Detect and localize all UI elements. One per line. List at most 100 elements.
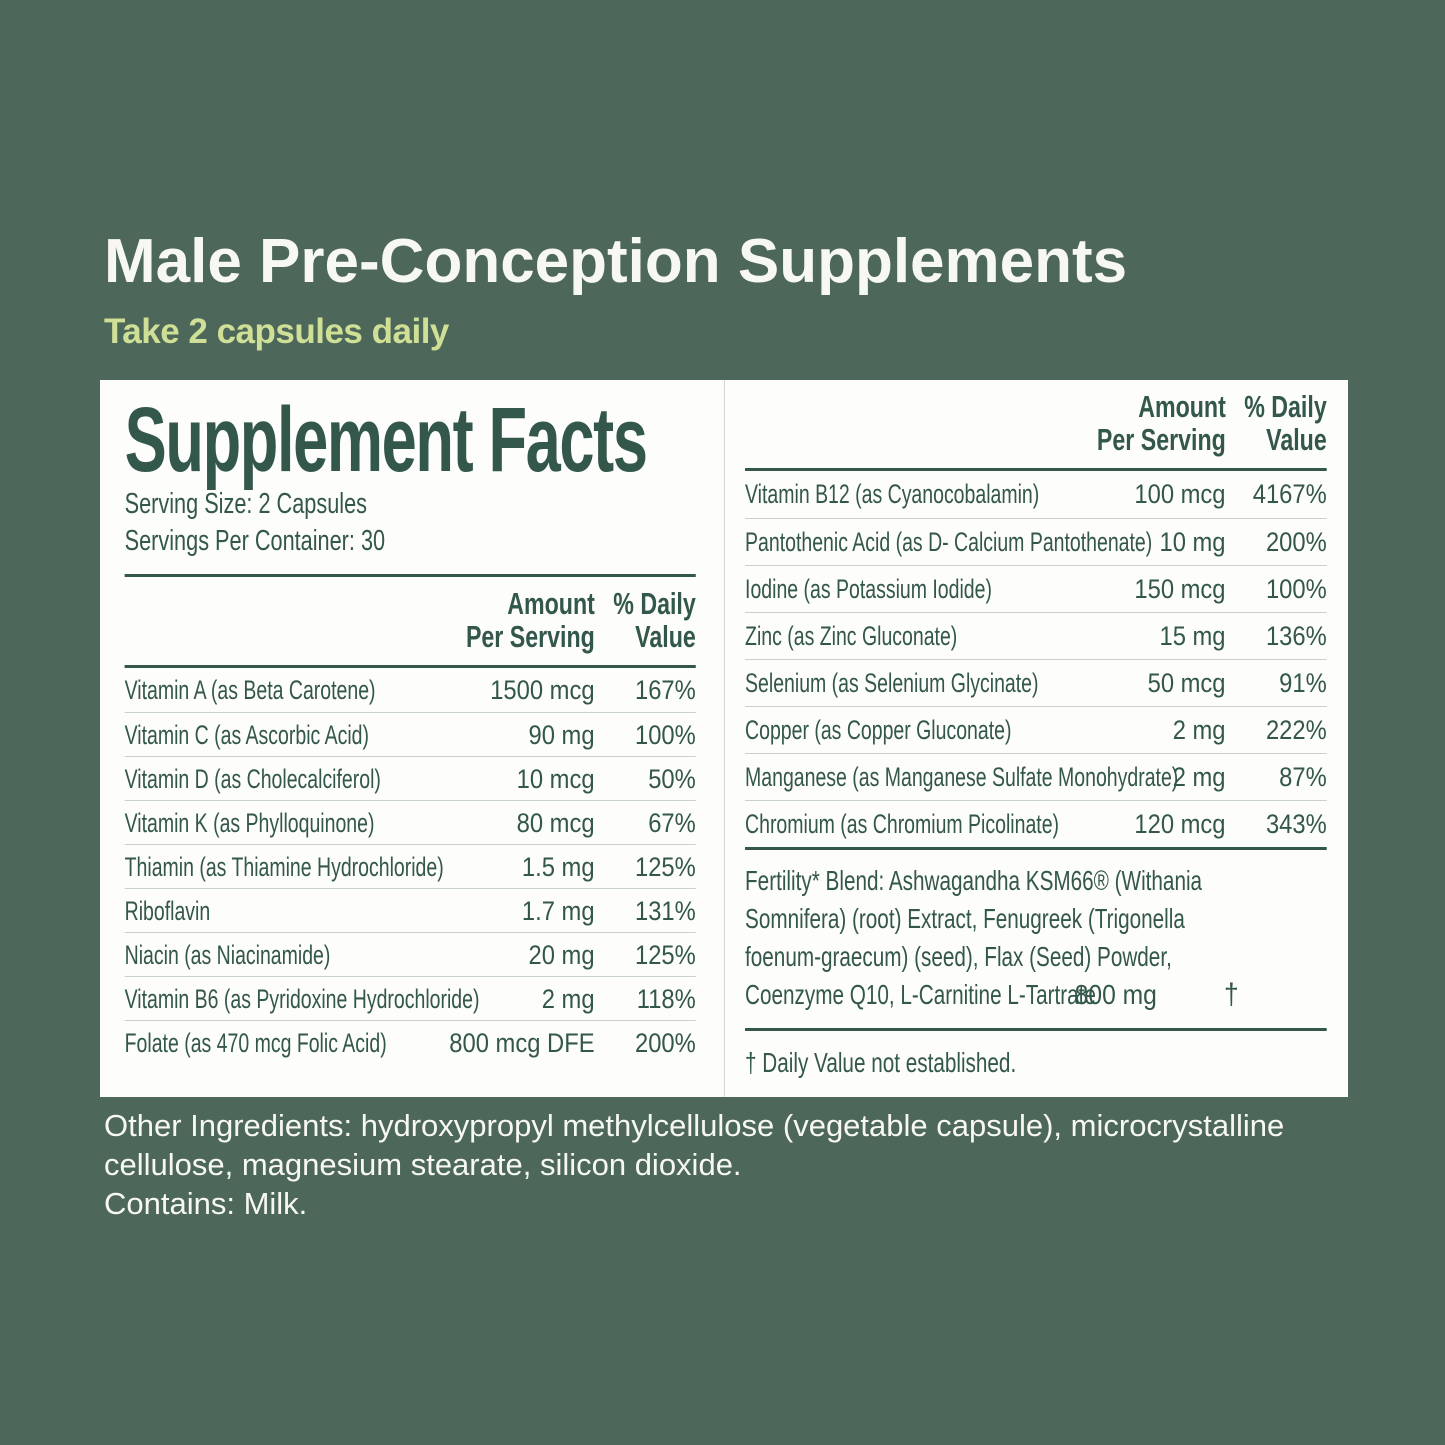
table-row: Vitamin B6 (as Pyridoxine Hydrochloride)… [124,976,696,1020]
contains-statement: Contains: Milk. [104,1186,308,1221]
nutrient-amount: 1.7 mg [521,896,595,926]
other-ingredients-line: Other Ingredients: hydroxypropyl methylc… [104,1108,1285,1143]
nutrient-dv: 100% [634,720,696,750]
nutrient-dv: 136% [1265,621,1327,651]
nutrient-name: Vitamin K (as Phylloquinone) [124,808,375,838]
nutrient-dv: 200% [634,1028,696,1058]
table-row: Folate (as 470 mcg Folic Acid) 800 mcg D… [124,1020,696,1064]
nutrient-amount: 1.5 mg [521,852,595,882]
table-row: Vitamin K (as Phylloquinone) 80 mcg 67% [124,800,696,844]
divider-rule [745,468,1327,471]
nutrient-amount: 2 mg [1172,762,1226,792]
dagger-symbol: † [1224,978,1239,1011]
nutrient-dv: 125% [634,852,696,882]
nutrient-name: Vitamin C (as Ascorbic Acid) [124,720,369,750]
divider-rule [124,574,696,577]
nutrient-dv: 91% [1279,668,1327,698]
nutrient-name: Manganese (as Manganese Sulfate Monohydr… [745,762,1179,792]
nutrient-amount: 1500 mcg [490,675,595,705]
facts-column-right: Amount Per Serving % Daily Value Vitamin… [745,380,1327,1097]
blend-text: foenum-graecum) (seed), Flax (Seed) Powd… [745,941,1172,972]
nutrient-dv: 118% [636,984,696,1014]
table-row: Vitamin C (as Ascorbic Acid) 90 mg 100% [124,712,696,756]
divider-rule [745,847,1327,850]
nutrient-amount: 800 mcg DFE [449,1028,595,1058]
supplement-facts-title: Supplement Facts [124,389,648,491]
other-ingredients: Other Ingredients: hydroxypropyl methylc… [104,1106,1284,1223]
daily-value-footnote: † Daily Value not established. [745,1047,1017,1078]
nutrient-dv: 50% [648,764,696,794]
nutrient-amount: 120 mcg [1134,809,1226,839]
nutrient-amount: 10 mg [1159,527,1226,557]
nutrient-table-left: Vitamin A (as Beta Carotene) 1500 mcg 16… [124,668,696,1064]
nutrient-dv: 131% [634,896,696,926]
table-row: Pantothenic Acid (as D- Calcium Pantothe… [745,518,1327,565]
nutrient-name: Folate (as 470 mcg Folic Acid) [124,1028,387,1058]
nutrient-amount: 50 mcg [1147,668,1226,698]
table-row: Vitamin B12 (as Cyanocobalamin) 100 mcg … [745,471,1327,518]
nutrient-amount: 2 mg [1172,715,1226,745]
divider-rule [745,1028,1327,1031]
nutrient-name: Niacin (as Niacinamide) [124,940,331,970]
nutrient-name: Vitamin D (as Cholecalciferol) [124,764,381,794]
nutrient-name: Zinc (as Zinc Gluconate) [745,621,958,651]
nutrient-name: Vitamin B6 (as Pyridoxine Hydrochloride) [124,984,480,1014]
other-ingredients-line: cellulose, magnesium stearate, silicon d… [104,1147,742,1182]
table-row: Riboflavin 1.7 mg 131% [124,888,696,932]
nutrient-dv: 200% [1265,527,1327,557]
divider-rule [124,665,696,668]
blend-text: Coenzyme Q10, L-Carnitine L-Tartrate [745,979,1096,1010]
table-row: Iodine (as Potassium Iodide) 150 mcg 100… [745,565,1327,612]
nutrient-dv: 125% [634,940,696,970]
nutrient-dv: 343% [1265,809,1327,839]
page-title: Male Pre-Conception Supplements [104,227,1128,296]
nutrient-amount: 2 mg [541,984,595,1014]
daily-value-header: % Daily Value [1244,389,1327,457]
nutrient-name: Iodine (as Potassium Iodide) [745,574,992,604]
nutrient-table-right: Vitamin B12 (as Cyanocobalamin) 100 mcg … [745,471,1327,847]
amount-header: Amount Per Serving [1096,389,1226,457]
table-row: Selenium (as Selenium Glycinate) 50 mcg … [745,659,1327,706]
fertility-blend: Fertility* Blend: Ashwagandha KSM66® (Wi… [745,862,1327,1014]
blend-text: Somnifera) (root) Extract, Fenugreek (Tr… [745,903,1185,934]
nutrient-name: Vitamin A (as Beta Carotene) [124,675,376,705]
table-row: Copper (as Copper Gluconate) 2 mg 222% [745,706,1327,753]
table-row: Zinc (as Zinc Gluconate) 15 mg 136% [745,612,1327,659]
nutrient-name: Thiamin (as Thiamine Hydrochloride) [124,852,444,882]
nutrient-dv: 87% [1279,762,1327,792]
nutrient-amount: 150 mcg [1134,574,1226,604]
serving-size: Serving Size: 2 Capsules [124,488,367,520]
nutrient-dv: 100% [1265,574,1327,604]
table-row: Niacin (as Niacinamide) 20 mg 125% [124,932,696,976]
table-row: Vitamin A (as Beta Carotene) 1500 mcg 16… [125,668,696,712]
table-row: Thiamin (as Thiamine Hydrochloride) 1.5 … [124,844,696,888]
nutrient-name: Copper (as Copper Gluconate) [745,715,1012,745]
nutrient-name: Riboflavin [124,896,211,926]
nutrient-amount: 10 mcg [516,764,595,794]
facts-column-left: Supplement Facts Serving Size: 2 Capsule… [100,380,725,1097]
supplement-facts-panel: Supplement Facts Serving Size: 2 Capsule… [100,380,1348,1097]
nutrient-name: Chromium (as Chromium Picolinate) [745,809,1060,839]
nutrient-amount: 15 mg [1159,621,1226,651]
blend-amount: 800 mg [1074,979,1157,1010]
table-row: Vitamin D (as Cholecalciferol) 10 mcg 50… [124,756,696,800]
nutrient-dv: 167% [634,675,696,705]
nutrient-dv: 222% [1265,715,1327,745]
nutrient-amount: 20 mg [528,940,595,970]
amount-header: Amount Per Serving [465,586,595,654]
nutrient-dv: 67% [648,808,696,838]
supplement-facts-content: Supplement Facts Serving Size: 2 Capsule… [100,380,1348,1097]
column-headers: Amount Per Serving % Daily Value [745,390,1327,456]
nutrient-amount: 80 mcg [516,808,595,838]
table-row: Manganese (as Manganese Sulfate Monohydr… [745,753,1327,800]
column-headers: Amount Per Serving % Daily Value [125,587,696,653]
nutrient-name: Selenium (as Selenium Glycinate) [745,668,1039,698]
nutrient-name: Vitamin B12 (as Cyanocobalamin) [745,479,1040,509]
nutrient-amount: 90 mg [528,720,595,750]
nutrient-name: Pantothenic Acid (as D- Calcium Pantothe… [745,527,1153,557]
dosage-instruction: Take 2 capsules daily [104,312,449,351]
nutrient-dv: 4167% [1252,479,1327,509]
servings-per-container: Servings Per Container: 30 [124,525,386,557]
nutrient-amount: 100 mcg [1134,479,1226,509]
blend-text: Fertility* Blend: Ashwagandha KSM66® (Wi… [745,865,1203,896]
